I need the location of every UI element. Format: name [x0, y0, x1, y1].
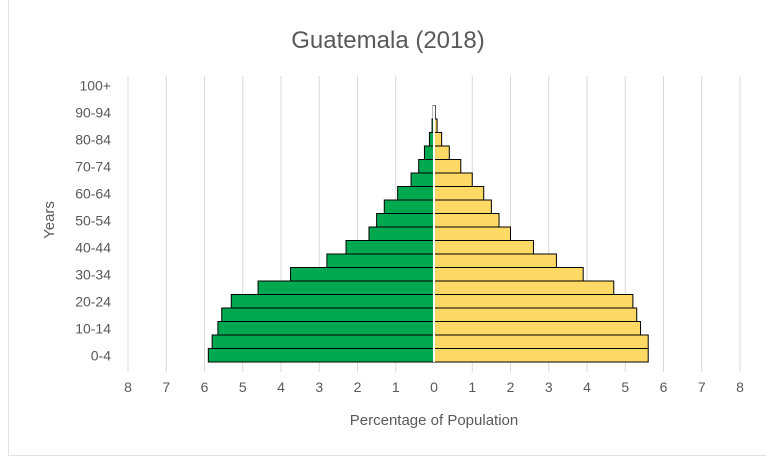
y-tick-label: 40-44 [75, 239, 111, 255]
left-bar-60-64 [397, 186, 435, 201]
left-bar-15-19 [221, 307, 435, 322]
left-bar-30-34 [290, 267, 435, 282]
left-bar-25-29 [257, 280, 435, 295]
x-tick-label: 5 [239, 379, 247, 395]
left-bar-55-59 [383, 199, 435, 214]
right-bar-10-14 [433, 321, 642, 336]
right-bar-80-84 [433, 132, 443, 147]
right-bar-70-74 [433, 159, 462, 174]
left-bar-50-54 [376, 213, 435, 228]
left-bar-45-49 [368, 226, 435, 241]
x-tick-label: 4 [277, 379, 285, 395]
right-bar-15-19 [433, 307, 638, 322]
y-tick-label: 80-84 [75, 131, 111, 147]
x-tick-label: 8 [124, 379, 132, 395]
x-tick-labels: 8 7 6 5 4 3 2 1 0 1 2 3 4 5 6 7 8 [124, 379, 744, 395]
y-tick-label: 0-4 [91, 347, 111, 363]
y-tick-label: 100+ [79, 77, 111, 93]
x-tick-label: 7 [698, 379, 706, 395]
left-bar-20-24 [230, 294, 435, 309]
right-bar-45-49 [433, 226, 511, 241]
chart-title: Guatemala (2018) [291, 27, 484, 54]
right-bar-50-54 [433, 213, 500, 228]
right-bar-0-4 [433, 348, 649, 363]
x-tick-label: 8 [736, 379, 744, 395]
right-bar-30-34 [433, 267, 584, 282]
left-bar-35-39 [326, 253, 435, 268]
left-bar-0-4 [207, 348, 435, 363]
right-bar-5-9 [433, 334, 649, 349]
y-axis-label: Years [41, 201, 58, 239]
left-bar-70-74 [418, 159, 435, 174]
y-tick-label: 60-64 [75, 185, 111, 201]
x-tick-label: 3 [315, 379, 323, 395]
left-bar-5-9 [211, 334, 435, 349]
y-tick-label: 10-14 [75, 320, 111, 336]
left-bar-40-44 [345, 240, 435, 255]
y-tick-label: 20-24 [75, 293, 111, 309]
right-bar-75-79 [433, 145, 450, 160]
y-tick-label: 70-74 [75, 158, 111, 174]
bars-group [207, 105, 649, 363]
right-bar-65-69 [433, 172, 473, 187]
left-bar-75-79 [423, 145, 435, 160]
y-tick-labels: 0-4 10-14 20-24 30-34 40-44 50-54 60-64 70-74 80… [75, 77, 111, 363]
x-tick-label: 6 [201, 379, 209, 395]
x-tick-label: 1 [392, 379, 400, 395]
x-tick-label: 5 [621, 379, 629, 395]
x-axis-label: Percentage of Population [350, 412, 518, 429]
right-bar-60-64 [433, 186, 485, 201]
x-tick-label: 4 [583, 379, 591, 395]
x-tick-label: 6 [660, 379, 668, 395]
chart-frame [8, 0, 766, 456]
x-tick-label: 2 [354, 379, 362, 395]
right-bar-20-24 [433, 294, 634, 309]
left-bar-10-14 [217, 321, 435, 336]
x-tick-label: 3 [545, 379, 553, 395]
y-tick-label: 50-54 [75, 212, 111, 228]
left-bar-65-69 [410, 172, 435, 187]
right-bar-40-44 [433, 240, 534, 255]
x-tick-label: 2 [507, 379, 515, 395]
right-bar-35-39 [433, 253, 557, 268]
x-tick-label: 7 [162, 379, 170, 395]
right-bar-25-29 [433, 280, 615, 295]
y-tick-label: 30-34 [75, 266, 111, 282]
y-tick-label: 90-94 [75, 104, 111, 120]
right-bar-55-59 [433, 199, 492, 214]
x-tick-label: 0 [430, 379, 438, 395]
x-tick-label: 1 [468, 379, 476, 395]
